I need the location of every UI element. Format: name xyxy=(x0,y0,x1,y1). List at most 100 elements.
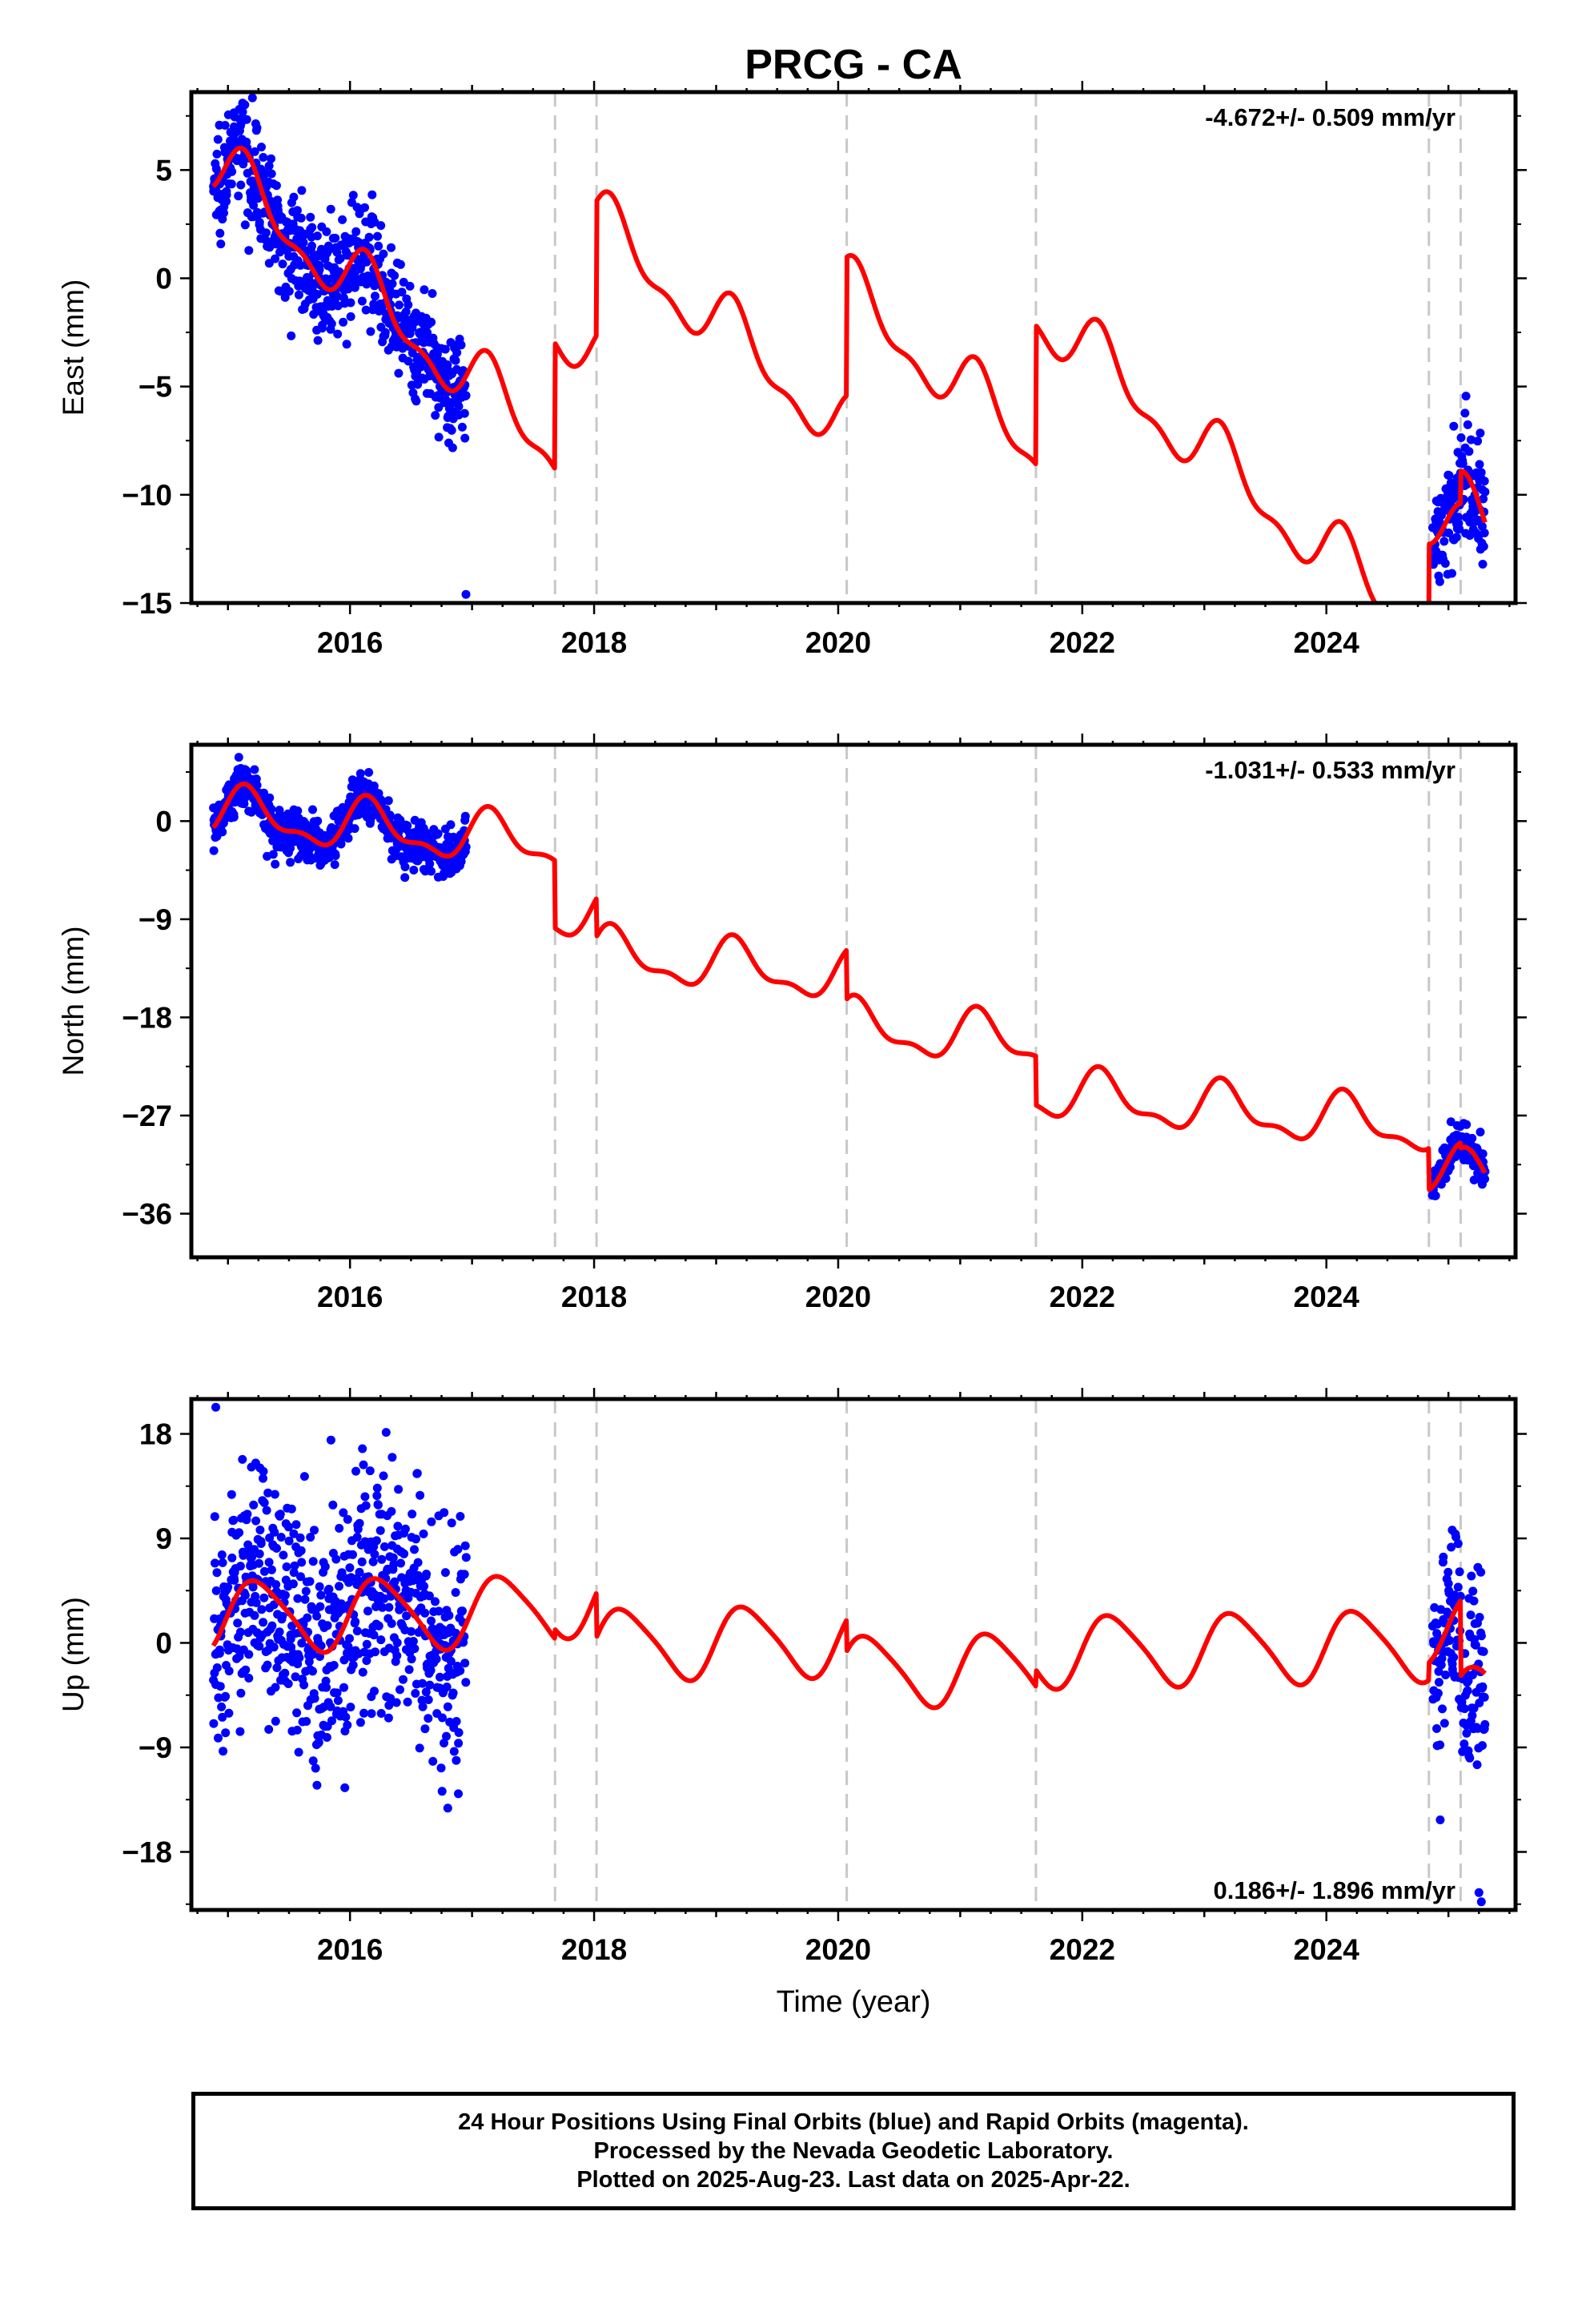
east-data-point xyxy=(289,192,299,202)
up-data-point xyxy=(215,1682,225,1691)
up-data-point xyxy=(426,1666,436,1675)
up-data-point xyxy=(287,1504,296,1514)
east-data-point xyxy=(299,229,309,239)
east-data-point xyxy=(247,93,257,103)
north-data-point xyxy=(364,768,374,777)
east-data-point xyxy=(1458,459,1468,468)
up-data-point xyxy=(1478,1682,1488,1691)
up-data-point xyxy=(424,1714,433,1723)
east-data-point xyxy=(313,336,323,345)
east-data-point xyxy=(404,356,413,366)
chart-title: PRCG - CA xyxy=(745,42,962,88)
north-data-point xyxy=(308,805,317,814)
north-data-point xyxy=(1476,1128,1485,1137)
east-data-point xyxy=(390,271,400,280)
up-data-point xyxy=(440,1508,449,1518)
east-data-point xyxy=(216,239,226,249)
up-y-tick-label: 9 xyxy=(155,1522,172,1555)
east-data-point xyxy=(219,208,228,218)
east-data-point xyxy=(1476,428,1485,438)
up-data-point xyxy=(312,1611,322,1621)
up-data-point xyxy=(359,1708,368,1718)
east-data-point xyxy=(292,206,302,215)
up-data-point xyxy=(235,1562,245,1571)
up-data-point xyxy=(335,1523,344,1533)
up-data-point xyxy=(384,1701,394,1710)
up-data-point xyxy=(449,1747,459,1756)
east-frame xyxy=(189,90,1518,605)
up-data-point xyxy=(345,1563,355,1573)
north-data-point xyxy=(400,862,410,871)
up-data-point xyxy=(438,1713,447,1723)
up-data-point xyxy=(447,1518,456,1528)
east-data-point xyxy=(452,348,462,357)
up-frame xyxy=(189,1397,1518,1912)
up-data-point xyxy=(259,1498,269,1507)
east-data-point xyxy=(242,115,251,124)
east-data-point xyxy=(379,249,388,259)
up-data-point xyxy=(255,1558,263,1568)
up-data-point xyxy=(270,1490,279,1499)
east-data-point xyxy=(236,180,246,190)
up-data-point xyxy=(1462,1728,1472,1738)
east-data-point xyxy=(1476,468,1486,477)
east-data-point xyxy=(1461,392,1471,401)
up-x-tick-label: 2016 xyxy=(317,1933,383,1966)
east-y-tick-label: 5 xyxy=(155,154,172,187)
up-data-point xyxy=(211,1558,219,1568)
up-data-point xyxy=(276,1533,286,1542)
east-data-point xyxy=(212,149,222,159)
up-data-point xyxy=(1468,1671,1477,1679)
up-data-point xyxy=(315,1602,325,1611)
east-data-point xyxy=(304,275,314,283)
up-data-point xyxy=(381,1428,391,1437)
east-y-tick-label: −5 xyxy=(139,371,172,404)
up-data-point xyxy=(1434,1678,1443,1687)
up-data-point xyxy=(392,1651,402,1660)
east-data-point xyxy=(367,190,377,199)
up-data-point xyxy=(218,1558,227,1567)
up-data-point xyxy=(326,1702,335,1711)
north-data-point xyxy=(293,806,303,815)
up-data-point xyxy=(420,1724,430,1734)
east-data-point xyxy=(1444,529,1454,537)
up-data-point xyxy=(1443,1567,1453,1577)
up-data-point xyxy=(371,1647,379,1657)
east-data-point xyxy=(420,285,429,295)
up-data-point xyxy=(413,1558,423,1567)
up-data-point xyxy=(427,1616,436,1626)
up-data-point xyxy=(329,1661,339,1670)
north-data-point xyxy=(456,857,466,866)
up-data-point xyxy=(284,1536,294,1546)
up-data-point xyxy=(355,1518,364,1528)
up-data-point xyxy=(383,1713,393,1723)
up-data-point xyxy=(212,1568,222,1578)
up-data-point xyxy=(271,1683,280,1692)
up-data-point xyxy=(352,1533,362,1542)
up-data-point xyxy=(348,1550,357,1559)
up-data-point xyxy=(210,1512,219,1522)
up-data-point xyxy=(1468,1711,1477,1720)
east-data-point xyxy=(222,197,231,206)
east-data-point xyxy=(307,241,316,251)
north-y-tick-label: −36 xyxy=(122,1198,172,1231)
east-data-point xyxy=(294,290,303,300)
up-data-point xyxy=(259,1474,267,1483)
up-data-point xyxy=(392,1638,402,1647)
up-data-point xyxy=(460,1541,470,1550)
up-data-point xyxy=(297,1558,307,1567)
footer-caption: 24 Hour Positions Using Final Orbits (bl… xyxy=(191,2092,1516,2210)
up-data-point xyxy=(394,1485,404,1494)
east-data-point xyxy=(404,300,413,310)
up-data-point xyxy=(424,1695,433,1704)
east-data-point xyxy=(397,287,407,297)
up-data-point xyxy=(282,1562,291,1571)
up-data-point xyxy=(418,1679,428,1688)
east-data-point xyxy=(387,279,397,288)
up-data-point xyxy=(1474,1888,1484,1897)
up-data-point xyxy=(280,1590,290,1600)
east-data-point xyxy=(405,281,415,291)
north-data-point xyxy=(403,821,412,830)
east-data-point xyxy=(461,589,471,599)
east-data-point xyxy=(287,331,296,340)
